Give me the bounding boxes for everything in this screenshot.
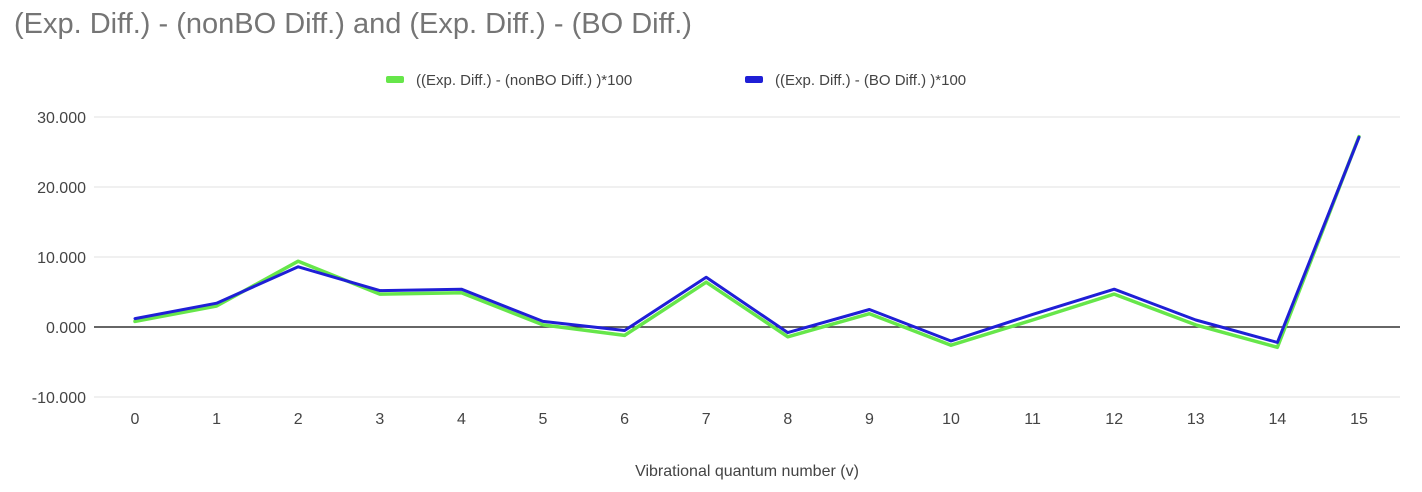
y-tick-label: 10.000 [37,250,86,267]
x-tick-label: 11 [1024,411,1041,428]
x-tick-label: 10 [942,411,960,428]
y-tick-label: 0.000 [46,320,86,337]
legend-swatch [386,76,404,83]
series-line-1 [133,134,1361,350]
chart-title: (Exp. Diff.) - (nonBO Diff.) and (Exp. D… [14,8,692,40]
series-lines [133,134,1361,350]
series-line-2 [133,135,1361,344]
x-tick-label: 9 [865,411,874,428]
y-tick-label: -10.000 [32,390,86,407]
x-tick-label: 13 [1187,411,1205,428]
x-tick-label: 8 [783,411,792,428]
legend-label: ((Exp. Diff.) - (nonBO Diff.) )*100 [416,72,632,89]
x-tick-label: 0 [131,411,140,428]
legend-label: ((Exp. Diff.) - (BO Diff.) )*100 [775,72,966,89]
y-tick-label: 20.000 [37,180,86,197]
legend: ((Exp. Diff.) - (nonBO Diff.) )*100 ((Exp… [386,72,966,89]
x-tick-label: 15 [1350,411,1368,428]
y-axis: -10.000 0.000 10.000 20.000 30.000 [32,110,86,407]
x-tick-label: 7 [702,411,711,428]
x-axis-label: Vibrational quantum number (v) [635,463,859,480]
x-tick-label: 6 [620,411,629,428]
x-tick-label: 1 [212,411,221,428]
x-tick-label: 4 [457,411,466,428]
x-tick-label: 5 [539,411,548,428]
y-tick-label: 30.000 [37,110,86,127]
grid-lines [94,116,1400,398]
x-tick-label: 14 [1269,411,1287,428]
x-tick-label: 12 [1105,411,1123,428]
legend-swatch [745,76,763,83]
x-axis: 0 1 2 3 4 5 6 7 8 9 10 11 12 13 14 15 [131,411,1368,428]
x-tick-label: 2 [294,411,303,428]
x-tick-label: 3 [375,411,384,428]
